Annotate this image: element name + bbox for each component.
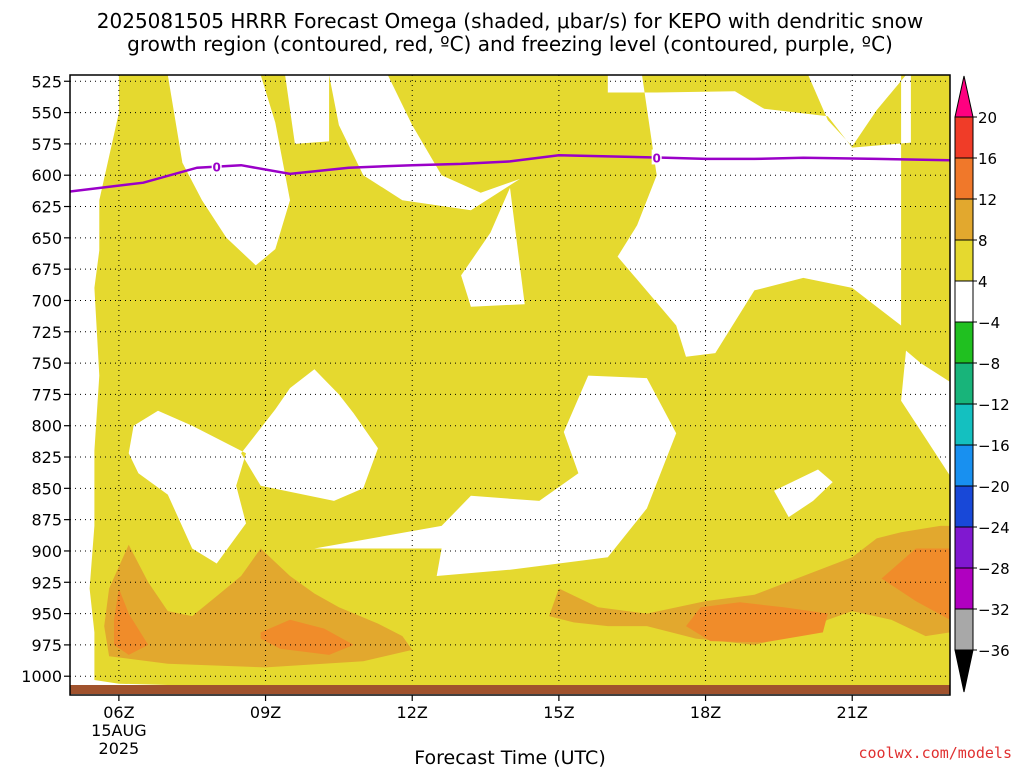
y-tick-label: 750 [31, 354, 62, 373]
colorbar-label: 8 [978, 232, 988, 250]
plot-frame [69, 74, 951, 696]
omega-field-12-16 [114, 548, 950, 655]
colorbar-label: −32 [978, 601, 1010, 619]
colorbar-label: 16 [978, 150, 997, 168]
chart-title-line-2: growth region (contoured, red, ºC) and f… [127, 32, 893, 56]
y-tick-label: 525 [31, 72, 62, 91]
y-tick-label: 675 [31, 260, 62, 279]
colorbar: 20 16 12 8 4 −4 −8 −12 −16 −20 −24 −28 −32 −36 [954, 75, 1010, 693]
y-tick-label: 875 [31, 511, 62, 530]
colorbar-label: −20 [978, 478, 1010, 496]
y-tick-label: 600 [31, 166, 62, 185]
colorbar-min-triangle [954, 649, 974, 693]
y-axis: 525 550 575 600 625 650 675 700 725 750 775 800 825 8… [21, 72, 70, 686]
omega-field-4-8 [89, 75, 950, 689]
y-tick-label: 800 [31, 417, 62, 436]
y-tick-label: 550 [31, 104, 62, 123]
colorbar-band [954, 116, 974, 159]
colorbar-band [954, 526, 974, 569]
x-tick-label: 06Z [103, 703, 134, 722]
y-tick-label: 825 [31, 448, 62, 467]
colorbar-band [954, 362, 974, 405]
x-tick-label: 09Z [250, 703, 281, 722]
colorbar-label: −36 [978, 642, 1010, 660]
colorbar-band [954, 608, 974, 651]
x-date-label: 15AUG [91, 721, 146, 740]
colorbar-label: −4 [978, 314, 1000, 332]
freezing-label-bg [651, 149, 662, 165]
colorbar-band [954, 198, 974, 241]
ground-strip [70, 685, 950, 694]
colorbar-band [954, 239, 974, 282]
colorbar-band [954, 567, 974, 610]
y-tick-label: 725 [31, 323, 62, 342]
x-tick-label: 21Z [837, 703, 868, 722]
y-tick-label: 625 [31, 198, 62, 217]
colorbar-label: −8 [978, 355, 1000, 373]
y-tick-label: 975 [31, 636, 62, 655]
colorbar-band [954, 403, 974, 446]
colorbar-label: 12 [978, 191, 997, 209]
colorbar-band [954, 321, 974, 364]
y-tick-label: 700 [31, 291, 62, 310]
freezing-label-bg [211, 158, 222, 174]
y-tick-label: 925 [31, 573, 62, 592]
y-tick-label: 1000 [21, 667, 62, 686]
colorbar-band [954, 485, 974, 528]
colorbar-label: −28 [978, 560, 1010, 578]
x-tick-label: 15Z [543, 703, 574, 722]
colorbar-band [954, 280, 974, 323]
colorbar-band [954, 157, 974, 200]
y-tick-label: 650 [31, 229, 62, 248]
y-tick-label: 900 [31, 542, 62, 561]
x-tick-label: 18Z [690, 703, 721, 722]
colorbar-label: 20 [978, 109, 997, 127]
colorbar-label: −16 [978, 437, 1010, 455]
y-tick-label: 850 [31, 479, 62, 498]
x-tick-label: 12Z [397, 703, 428, 722]
y-tick-label: 575 [31, 135, 62, 154]
freezing-level-label: 0 [652, 151, 660, 165]
x-axis-label: Forecast Time (UTC) [414, 747, 605, 768]
colorbar-max-triangle [954, 75, 974, 118]
y-tick-label: 775 [31, 385, 62, 404]
x-year-label: 2025 [99, 739, 140, 758]
colorbar-label: −24 [978, 519, 1010, 537]
colorbar-band [954, 444, 974, 487]
freezing-level-line [70, 153, 950, 193]
colorbar-label: −12 [978, 396, 1010, 414]
freezing-level-label: 0 [212, 161, 220, 175]
chart-title-line-1: 2025081505 HRRR Forecast Omega (shaded, … [97, 9, 923, 33]
y-tick-label: 950 [31, 605, 62, 624]
credit-text: coolwx.com/models [858, 744, 1012, 762]
plot-area: 00 [69, 74, 951, 696]
colorbar-label: 4 [978, 273, 988, 291]
